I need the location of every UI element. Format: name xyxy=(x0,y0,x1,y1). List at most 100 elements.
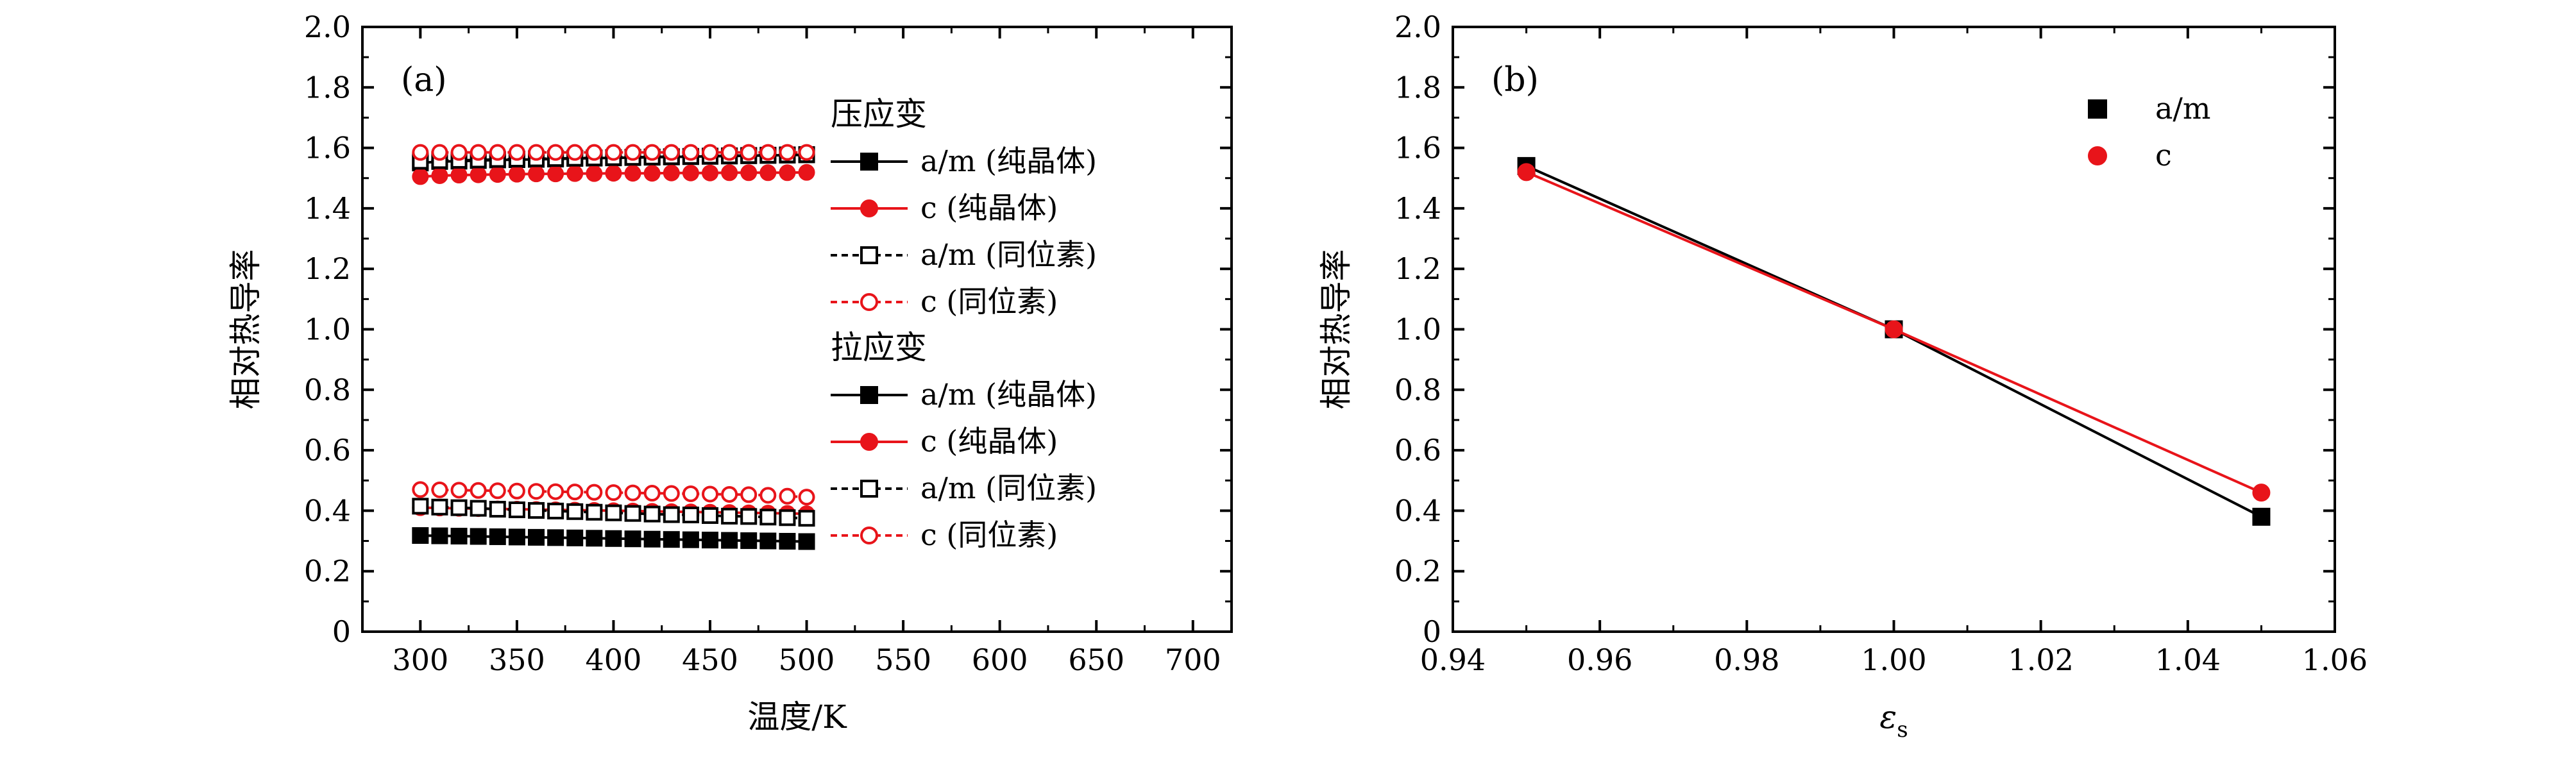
data-point xyxy=(798,489,815,506)
series-8 xyxy=(412,481,815,506)
x-tick-label: 300 xyxy=(392,643,448,677)
legend-label: a/m (纯晶体) xyxy=(920,144,1097,178)
data-point xyxy=(643,165,661,182)
data-point xyxy=(528,528,545,546)
legend-label: c (同位素) xyxy=(920,284,1058,319)
chart-panel-a: 0 0.2 0.4 0.6 0.8 1.0 1.2 1.4 1.6 1.8 2.0 300 350 400… xyxy=(227,10,1233,736)
x-tick-label: 350 xyxy=(489,643,545,677)
data-point xyxy=(431,527,448,544)
data-point xyxy=(682,485,699,502)
data-point xyxy=(489,501,506,518)
data-point xyxy=(605,530,622,547)
data-point xyxy=(779,487,796,505)
x-tick-label: 1.04 xyxy=(2155,643,2221,677)
data-point xyxy=(682,144,699,161)
panel-label: (a) xyxy=(401,61,447,99)
data-point xyxy=(663,506,680,523)
data-point xyxy=(450,528,468,545)
data-point xyxy=(586,165,603,182)
data-point xyxy=(450,499,468,516)
data-point xyxy=(779,533,796,550)
data-point xyxy=(740,486,758,503)
data-point xyxy=(605,504,622,521)
data-point xyxy=(721,485,738,503)
y-tick-label: 0 xyxy=(1423,614,1441,649)
x-tick-label: 1.02 xyxy=(2008,643,2073,677)
y-tick-label: 0.8 xyxy=(1394,373,1441,407)
data-point xyxy=(508,528,525,546)
x-tick-label: 1.00 xyxy=(1861,643,1926,677)
data-point xyxy=(740,144,758,161)
data-point xyxy=(682,507,699,524)
data-point xyxy=(702,164,718,181)
data-point xyxy=(663,485,680,502)
data-point xyxy=(605,484,622,501)
legend-label: a/m (同位素) xyxy=(920,471,1097,505)
data-point xyxy=(412,481,429,498)
data-point xyxy=(702,507,718,524)
data-point xyxy=(528,483,545,500)
y-tick-label: 2.0 xyxy=(1394,10,1441,44)
data-point xyxy=(759,144,777,161)
x-axis-label: εs xyxy=(1879,698,1908,743)
y-tick-label: 1.2 xyxy=(304,251,351,286)
data-point xyxy=(412,527,429,544)
data-point xyxy=(624,144,641,161)
data-point xyxy=(798,533,815,550)
data-point xyxy=(586,484,603,501)
data-point xyxy=(779,509,796,526)
data-point xyxy=(740,508,758,525)
data-point xyxy=(508,144,525,161)
panel-label: (b) xyxy=(1491,61,1539,99)
series-2 xyxy=(1517,163,2271,502)
y-tick-label: 0.6 xyxy=(304,433,351,467)
legend-marker xyxy=(860,386,878,404)
data-point xyxy=(566,144,584,161)
y-tick-label: 0.2 xyxy=(304,554,351,589)
data-point xyxy=(489,166,506,183)
x-tick-label: 0.96 xyxy=(1567,643,1632,677)
data-point xyxy=(663,531,680,548)
data-point xyxy=(547,483,564,500)
legend-label: a/m (同位素) xyxy=(920,237,1097,272)
data-point xyxy=(643,485,661,502)
y-tick-label: 0.6 xyxy=(1394,433,1441,467)
data-point xyxy=(779,144,796,161)
series-1 xyxy=(1517,156,2271,526)
data-point xyxy=(489,482,506,500)
data-point xyxy=(489,528,506,545)
x-tick-label: 0.94 xyxy=(1420,643,1486,677)
data-point xyxy=(547,165,564,183)
data-point xyxy=(528,165,545,183)
y-tick-label: 1.6 xyxy=(304,131,351,165)
data-point xyxy=(702,144,718,161)
data-point xyxy=(624,505,641,522)
data-point xyxy=(759,164,777,181)
x-tick-label: 600 xyxy=(972,643,1028,677)
data-point xyxy=(624,165,641,182)
series-7 xyxy=(412,498,815,527)
legend-group-title: 拉应变 xyxy=(831,329,927,366)
legend-marker xyxy=(860,433,878,451)
y-tick-label: 1.4 xyxy=(304,191,351,226)
legend-marker xyxy=(860,153,878,171)
data-point xyxy=(682,531,699,548)
data-point xyxy=(547,144,564,161)
data-point xyxy=(508,501,525,518)
data-point xyxy=(470,482,487,499)
data-point xyxy=(663,164,680,181)
data-point xyxy=(663,144,680,161)
data-point xyxy=(450,482,468,499)
legend-label: a/m xyxy=(2155,91,2211,126)
legend-label: c (纯晶体) xyxy=(920,190,1058,225)
y-tick-label: 0.4 xyxy=(304,493,351,528)
y-tick-label: 1.0 xyxy=(1394,312,1441,347)
x-tick-label: 450 xyxy=(682,643,738,677)
data-point xyxy=(547,529,564,546)
y-tick-label: 1.4 xyxy=(1394,191,1441,226)
data-point xyxy=(566,503,584,520)
data-point xyxy=(721,164,738,181)
x-axis-label: 温度/K xyxy=(747,698,847,736)
data-point xyxy=(643,505,661,523)
x-tick-label: 650 xyxy=(1068,643,1124,677)
